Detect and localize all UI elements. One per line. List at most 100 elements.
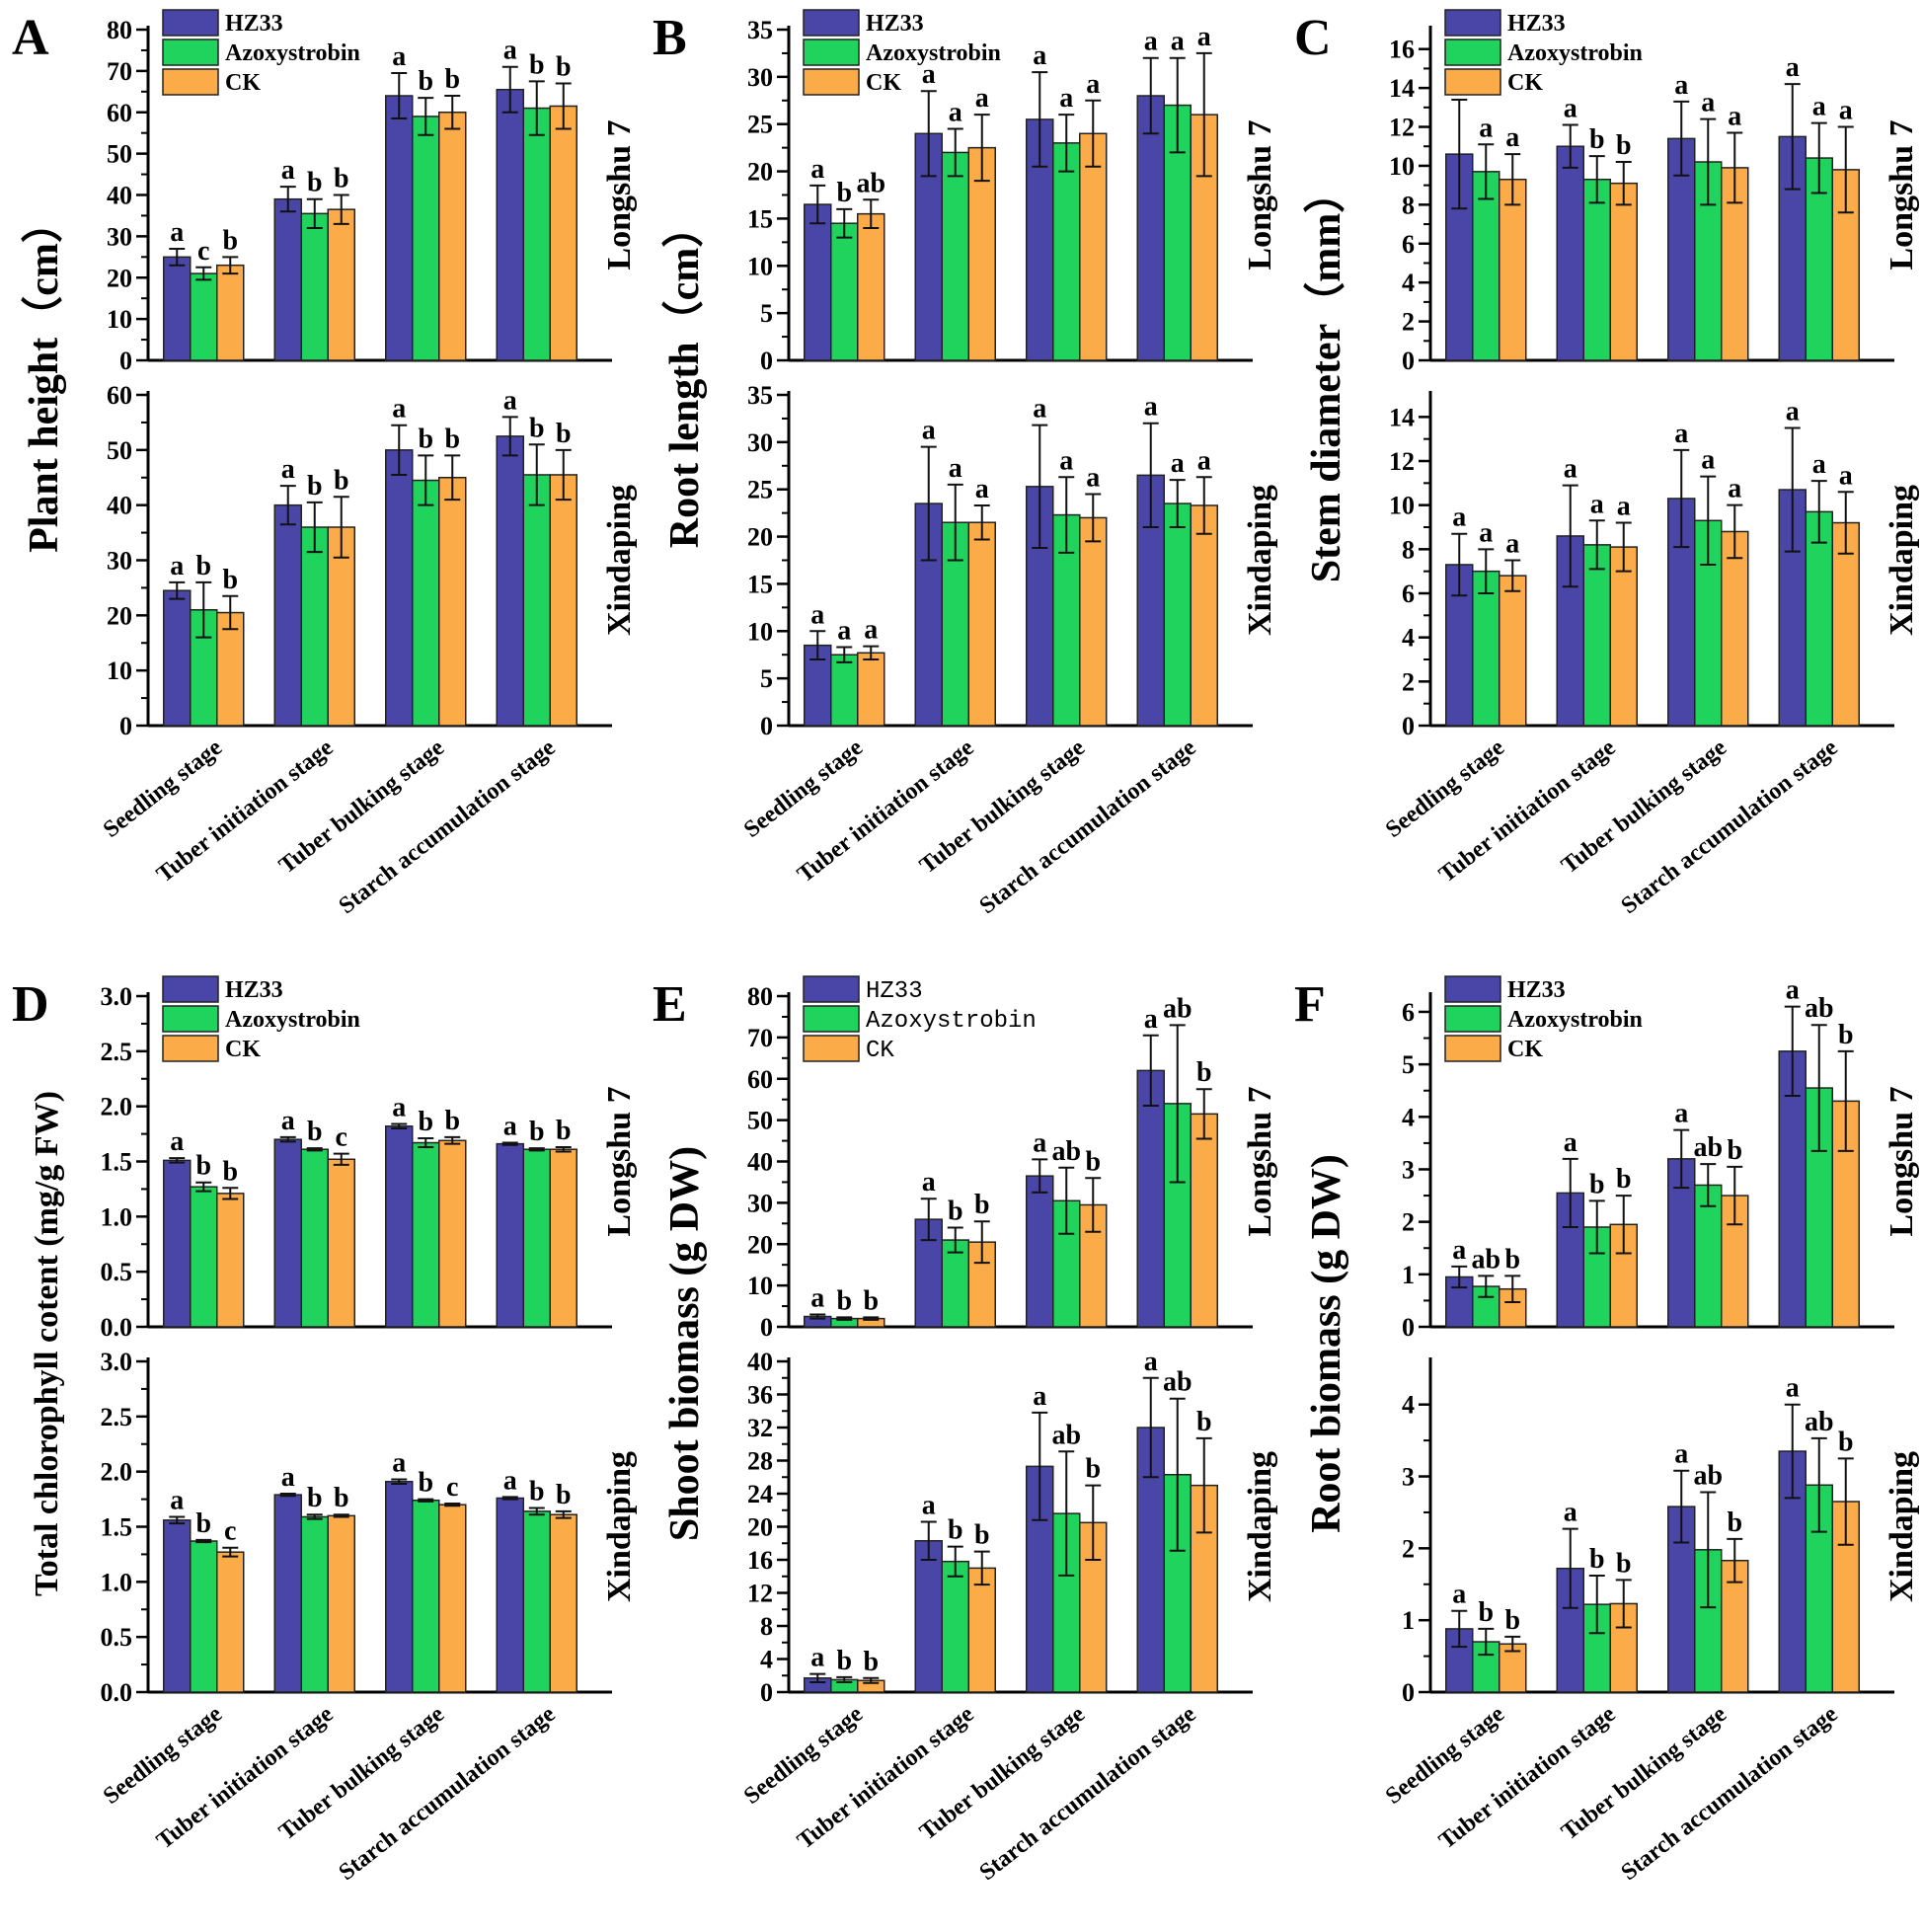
panel-d: D Total chlorophyll cotent (mg/g FW) 0.0 0.…: [0, 966, 641, 1932]
y-tick-label: 35: [747, 16, 773, 44]
significance-letter: b: [1478, 1597, 1494, 1628]
significance-letter: a: [1564, 94, 1577, 124]
significance-letter: b: [1196, 1407, 1212, 1437]
bar-ck: [438, 1504, 467, 1693]
significance-letter: a: [1839, 96, 1853, 126]
bar-hz33: [385, 95, 414, 361]
bar-azoxystrobin: [300, 212, 329, 361]
bar-ck: [216, 1193, 245, 1328]
y-tick-label: 3: [1402, 1155, 1415, 1184]
panel-f: F Root biomass (g DW) 0 1 2 3 4 5 6 Longshu 7 a ab b…: [1282, 966, 1923, 1932]
bar-hz33: [273, 1494, 302, 1693]
y-tick-label: 6: [1402, 580, 1415, 608]
significance-letter: a: [1674, 419, 1688, 449]
significance-letter: b: [1838, 1020, 1854, 1050]
y-tick-label: 35: [747, 381, 773, 410]
significance-letter: a: [1033, 1127, 1046, 1158]
bar-azoxystrobin: [300, 526, 329, 727]
y-tick-label: 0: [1402, 712, 1415, 740]
y-tick-label: 4: [1402, 269, 1415, 297]
significance-letter: a: [503, 385, 517, 416]
legend-label: HZ33: [225, 977, 283, 1003]
y-tick-label: 10: [107, 657, 132, 685]
y-tick-label: 30: [747, 1189, 773, 1217]
bar-azoxystrobin: [190, 1540, 218, 1693]
significance-letter: a: [1617, 492, 1631, 522]
bar-ck: [1609, 182, 1638, 361]
y-tick-label: 4: [1402, 1103, 1415, 1131]
y-tick-label: 24: [747, 1480, 773, 1508]
y-tick-label: 1.0: [101, 1568, 133, 1596]
significance-letter: ab: [1805, 993, 1834, 1024]
significance-letter: a: [1033, 1381, 1046, 1412]
y-tick-label: 50: [747, 1107, 773, 1135]
x-category-label: Starch accumulation stage: [335, 1701, 561, 1886]
significance-letter: a: [1033, 40, 1046, 71]
y-tick-label: 3: [1402, 1463, 1415, 1492]
y-tick-label: 30: [747, 428, 773, 457]
significance-letter: b: [222, 225, 238, 256]
y-tick-label: 10: [1389, 152, 1415, 181]
significance-letter: a: [1505, 529, 1519, 560]
significance-letter: ab: [1471, 1244, 1500, 1275]
significance-letter: a: [1086, 69, 1100, 100]
legend-swatch-ck: [1444, 68, 1501, 96]
y-tick-label: 20: [107, 601, 132, 630]
significance-letter: a: [922, 1167, 936, 1198]
legend-label: Azoxystrobin: [225, 1007, 360, 1033]
significance-letter: a: [503, 36, 517, 66]
legend-label: CK: [866, 70, 901, 96]
legend: HZ33 Azoxystrobin CK: [1444, 9, 1643, 96]
y-tick-label: 25: [747, 111, 773, 139]
y-tick-label: 5: [1402, 1050, 1415, 1079]
legend-label: CK: [866, 1038, 894, 1064]
significance-letter: a: [392, 1093, 406, 1123]
y-tick-label: 60: [107, 99, 132, 127]
significance-letter: ab: [1805, 1407, 1834, 1437]
significance-letter: a: [1812, 92, 1826, 122]
y-tick-label: 1.5: [101, 1513, 133, 1542]
significance-letter: a: [1728, 101, 1741, 131]
bar-azoxystrobin: [522, 107, 551, 361]
y-tick-label: 4: [1402, 624, 1415, 653]
panel-letter: D: [12, 976, 49, 1033]
y-tick-label: 32: [747, 1414, 773, 1442]
panel-letter: B: [653, 10, 687, 66]
significance-letter: b: [1504, 1605, 1520, 1636]
legend-label: HZ33: [225, 11, 283, 37]
significance-letter: b: [307, 471, 323, 502]
y-tick-label: 2: [1402, 1534, 1415, 1563]
significance-letter: a: [1452, 1235, 1466, 1266]
significance-letter: b: [1589, 1544, 1605, 1575]
significance-letter: a: [1839, 460, 1853, 491]
x-category-label: Starch accumulation stage: [1617, 734, 1843, 919]
y-tick-label: 60: [747, 1065, 773, 1094]
y-tick-label: 8: [760, 1612, 773, 1641]
bar-ck: [327, 1514, 355, 1693]
significance-letter: b: [1504, 1244, 1520, 1275]
y-tick-label: 16: [747, 1546, 773, 1575]
legend-swatch-azoxystrobin: [1444, 1005, 1501, 1033]
significance-letter: c: [224, 1516, 236, 1547]
significance-letter: b: [836, 1646, 852, 1676]
y-tick-label: 10: [747, 617, 773, 646]
bar-hz33: [496, 435, 524, 727]
panel-chart: A Plant height（cm） 0 10 20 30 40 50 60 70 80 Longsh…: [12, 9, 638, 919]
significance-letter: a: [949, 453, 962, 484]
y-tick-label: 60: [107, 381, 132, 410]
bar-hz33: [1556, 145, 1584, 361]
bar-ck: [216, 264, 245, 361]
cultivar-label: Longshu 7: [601, 119, 638, 270]
bar-azoxystrobin: [300, 1148, 329, 1328]
x-category-label: Tuber initiation stage: [1434, 734, 1621, 888]
significance-letter: b: [556, 51, 572, 82]
significance-letter: ab: [1163, 1367, 1192, 1398]
significance-letter: a: [281, 454, 295, 485]
significance-letter: a: [170, 551, 184, 581]
significance-letter: a: [392, 394, 406, 425]
legend-swatch-azoxystrobin: [162, 1005, 219, 1033]
y-tick-label: 30: [107, 547, 132, 576]
legend-swatch-ck: [162, 68, 219, 96]
